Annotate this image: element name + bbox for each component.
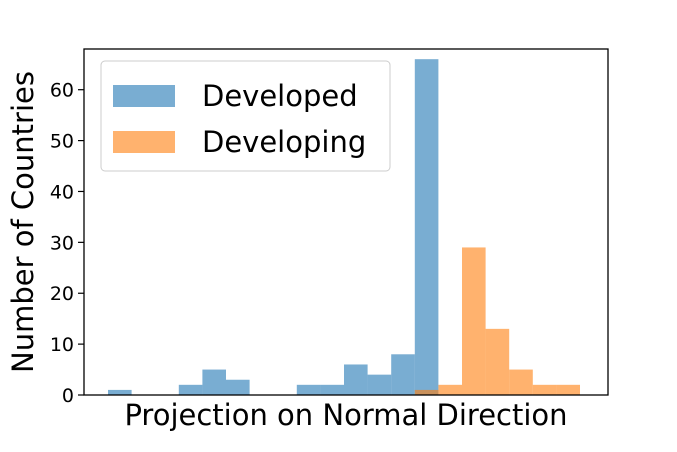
bar-developed-bin-11 xyxy=(344,364,368,395)
bar-developing-bin-16 xyxy=(462,247,486,395)
bar-developing-bin-15 xyxy=(438,384,462,395)
y-tick-label-40: 40 xyxy=(50,181,74,203)
y-tick-label-20: 20 xyxy=(50,283,74,305)
bar-developing-bin-14 xyxy=(414,389,439,395)
legend: Developed Developing xyxy=(100,60,391,172)
y-tick-label-10: 10 xyxy=(50,334,74,356)
y-tick-label-0: 0 xyxy=(62,385,74,407)
bar-developed-bin-9 xyxy=(296,384,321,395)
y-axis-ticks: 0 10 20 30 40 50 60 xyxy=(50,80,84,407)
bar-developed-bin-12 xyxy=(367,374,392,395)
bars-layer xyxy=(108,59,580,396)
y-tick-label-60: 60 xyxy=(50,80,74,102)
bar-developed-bin-4 xyxy=(178,384,203,395)
x-axis-label: Projection on Normal Direction xyxy=(124,398,567,432)
y-tick-label-30: 30 xyxy=(50,232,74,254)
legend-swatch-developed xyxy=(113,85,175,107)
bar-developed-bin-5 xyxy=(202,369,226,395)
y-tick-label-50: 50 xyxy=(50,131,74,153)
bar-developed-bin-6 xyxy=(226,379,250,395)
bar-developed-bin-13 xyxy=(391,354,415,395)
bar-developing-bin-18 xyxy=(509,369,533,395)
legend-label-developing: Developing xyxy=(202,125,366,159)
axes-frame xyxy=(83,48,609,396)
bar-developing-bin-19 xyxy=(532,384,557,395)
y-axis-label: Number of Countries xyxy=(6,71,40,373)
bar-developing-bin-17 xyxy=(485,328,510,395)
bar-developed-bin-1 xyxy=(108,389,132,395)
bar-developed-bin-10 xyxy=(320,384,344,395)
bar-developed-bin-14 xyxy=(414,59,439,396)
legend-swatch-developing xyxy=(113,131,175,153)
bar-developing-bin-20 xyxy=(556,384,580,395)
legend-label-developed: Developed xyxy=(202,79,358,113)
